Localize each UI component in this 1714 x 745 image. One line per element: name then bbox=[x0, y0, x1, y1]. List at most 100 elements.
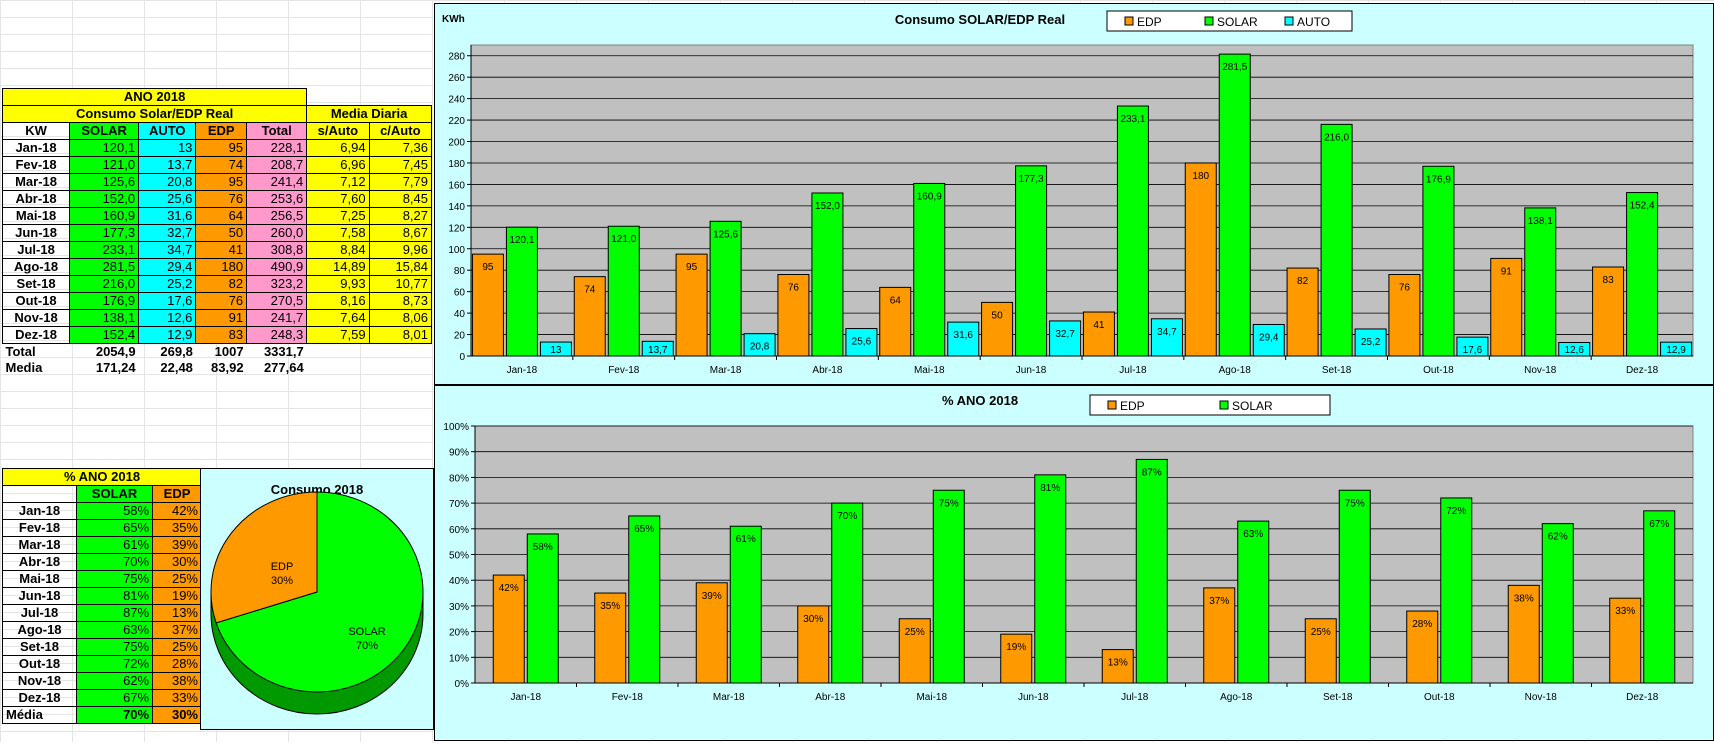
table-cell: 25% bbox=[152, 570, 202, 588]
bar-solar bbox=[505, 226, 538, 357]
table-cell: 61% bbox=[75, 536, 154, 554]
percent-chart-panel: % ANO 2018 EDP SOLAR 0% 10% 20% 30% 40% 50% 60% 70… bbox=[434, 385, 1714, 741]
table-cell: 8,84 bbox=[306, 241, 370, 259]
x-tick-label: Mar-18 bbox=[713, 692, 745, 703]
table-cell: Abr-18 bbox=[1, 190, 71, 208]
bar-edp bbox=[1000, 633, 1033, 684]
legend-swatch bbox=[1107, 400, 1117, 410]
bar-solar bbox=[1440, 497, 1473, 684]
bar-solar bbox=[1422, 165, 1455, 357]
legend-label: EDP bbox=[1120, 399, 1145, 413]
table-cell: 160,9 bbox=[69, 207, 140, 225]
bar-edp bbox=[471, 253, 504, 357]
bar-solar bbox=[526, 533, 559, 684]
bar-solar bbox=[1320, 123, 1353, 357]
pie-slice-edp bbox=[210, 491, 318, 624]
x-tick-label: Fev-18 bbox=[608, 365, 640, 376]
table-cell: 38% bbox=[152, 672, 202, 690]
bar-edp bbox=[573, 276, 606, 357]
data-label: 67% bbox=[1649, 519, 1669, 530]
bar-solar bbox=[1524, 207, 1557, 357]
table-cell: 7,12 bbox=[306, 173, 370, 191]
table-cell: 228,1 bbox=[246, 139, 308, 157]
bar-edp bbox=[675, 253, 708, 357]
bar-solar bbox=[932, 489, 965, 684]
table-cell: 281,5 bbox=[69, 258, 140, 276]
data-label: 75% bbox=[1345, 498, 1365, 509]
data-label: 31,6 bbox=[954, 330, 974, 341]
data-label: 233,1 bbox=[1120, 114, 1145, 125]
table-cell: 87% bbox=[75, 604, 154, 622]
legend-label: EDP bbox=[1137, 15, 1162, 29]
y-tick-label: 280 bbox=[448, 52, 465, 63]
table-cell: 42% bbox=[152, 502, 202, 520]
table-cell: 138,1 bbox=[69, 309, 140, 327]
data-label: 20,8 bbox=[750, 342, 770, 353]
bar-auto bbox=[1660, 341, 1693, 357]
legend-swatch bbox=[1124, 16, 1134, 26]
pie-slice-solar bbox=[215, 491, 424, 693]
table-cell: 8,06 bbox=[368, 309, 433, 327]
pie-label-edp-name: EDP bbox=[271, 561, 294, 573]
data-label: 65% bbox=[634, 524, 654, 535]
column-header: EDP bbox=[195, 122, 248, 140]
data-label: 58% bbox=[533, 542, 553, 553]
data-label: 12,6 bbox=[1565, 345, 1585, 356]
data-label: 95 bbox=[482, 262, 494, 273]
table-row: Set-18 216,0 25,2 82 323,2 9,93 10,77 bbox=[1, 275, 433, 293]
table-row: Mar-18 61% 39% bbox=[2, 536, 202, 554]
plot-area bbox=[470, 44, 1694, 357]
table-cell: 75% bbox=[75, 638, 154, 656]
data-label: 61% bbox=[736, 534, 756, 545]
table-cell: 39% bbox=[152, 536, 202, 554]
x-tick-label: Jul-18 bbox=[1121, 692, 1149, 703]
table-cell: 3331,7 bbox=[263, 344, 304, 359]
chart-title: Consumo SOLAR/EDP Real bbox=[895, 12, 1065, 27]
consumption-chart-panel: Consumo SOLAR/EDP Real KWh EDP SOLAR AUTO 0 20… bbox=[434, 3, 1714, 385]
table-cell: 7,45 bbox=[368, 156, 433, 174]
y-tick-label: 40% bbox=[449, 576, 469, 587]
table-cell: 28% bbox=[152, 655, 202, 673]
data-label: 25% bbox=[905, 627, 925, 638]
table-cell: 152,4 bbox=[69, 326, 140, 344]
pie-label-solar-value: 70% bbox=[356, 640, 378, 652]
data-label: 152,4 bbox=[1630, 201, 1655, 212]
table-cell: 8,45 bbox=[368, 190, 433, 208]
table-row: Ago-18 63% 37% bbox=[2, 621, 202, 639]
x-tick-label: Abr-18 bbox=[815, 692, 845, 703]
table-cell: 7,36 bbox=[368, 139, 433, 157]
data-label: 42% bbox=[499, 583, 519, 594]
legend-swatch bbox=[1219, 400, 1229, 410]
table-cell: 233,1 bbox=[69, 241, 140, 259]
table-cell: 180 bbox=[195, 258, 248, 276]
chart-legend: EDP SOLAR bbox=[1089, 394, 1331, 416]
y-axis-label: KWh bbox=[442, 14, 465, 25]
table-cell: Jul-18 bbox=[1, 241, 71, 259]
table-row: Jul-18 233,1 34,7 41 308,8 8,84 9,96 bbox=[1, 241, 433, 259]
y-tick-label: 260 bbox=[448, 73, 465, 84]
column-header: Total bbox=[246, 122, 308, 140]
table-row: Dez-18 152,4 12,9 83 248,3 7,59 8,01 bbox=[1, 326, 433, 344]
bar-solar bbox=[1015, 165, 1048, 357]
table-cell: 62% bbox=[75, 672, 154, 690]
x-tick-label: Ago-18 bbox=[1220, 692, 1253, 703]
pie-chart: Consumo 2018 EDP 30% SOLAR 70% bbox=[210, 482, 424, 715]
table-cell: Média bbox=[2, 706, 77, 724]
table-cell: 41 bbox=[195, 241, 248, 259]
table-cell: 74 bbox=[195, 156, 248, 174]
y-tick-label: 160 bbox=[448, 180, 465, 191]
bar-solar bbox=[1626, 192, 1659, 357]
bar-edp bbox=[981, 301, 1014, 357]
data-label: 152,0 bbox=[815, 201, 840, 212]
table-cell: 216,0 bbox=[69, 275, 140, 293]
legend-swatch bbox=[1204, 16, 1214, 26]
table-cell: 10,77 bbox=[368, 275, 433, 293]
x-tick-label: Mai-18 bbox=[914, 365, 945, 376]
data-label: 121,0 bbox=[611, 234, 636, 245]
bar-auto bbox=[1150, 318, 1183, 357]
table-cell: 64 bbox=[195, 207, 248, 225]
data-label: 35% bbox=[600, 601, 620, 612]
table-cell: 308,8 bbox=[246, 241, 308, 259]
x-tick-label: Out-18 bbox=[1423, 365, 1454, 376]
data-label: 62% bbox=[1548, 532, 1568, 543]
